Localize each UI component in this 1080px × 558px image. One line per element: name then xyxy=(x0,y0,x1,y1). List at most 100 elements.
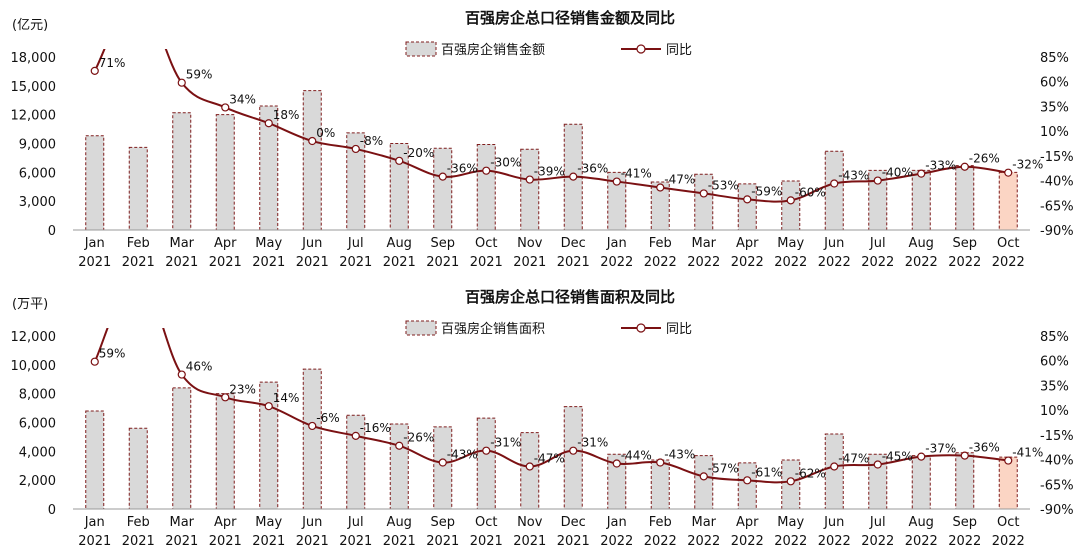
yoy-marker xyxy=(438,458,447,467)
yoy-data-label: -61% xyxy=(751,465,782,479)
x-tick-month: Apr xyxy=(214,515,237,530)
yoy-marker xyxy=(656,183,665,192)
yoy-marker xyxy=(569,446,578,455)
yoy-marker xyxy=(699,189,708,198)
yoy-data-label: 14% xyxy=(273,391,300,405)
bar xyxy=(302,368,322,510)
left-axis-tick: 12,000 xyxy=(11,109,57,124)
yoy-marker xyxy=(917,169,926,178)
yoy-data-label: 34% xyxy=(229,92,256,106)
x-tick-month: Jun xyxy=(301,515,322,530)
x-tick-year: 2022 xyxy=(992,255,1025,270)
yoy-marker xyxy=(612,177,621,186)
yoy-marker xyxy=(351,144,360,154)
yoy-data-label: -62% xyxy=(795,466,826,480)
yoy-data-label: -47% xyxy=(664,172,695,186)
x-tick-month: Nov xyxy=(517,515,543,530)
bar xyxy=(128,427,148,510)
x-tick-month: May xyxy=(777,515,804,530)
yoy-data-label: -37% xyxy=(925,442,956,456)
bar xyxy=(737,462,757,510)
left-axis-tick: 15,000 xyxy=(11,80,57,95)
right-axis-tick: 85% xyxy=(1040,51,1069,66)
x-tick-month: Dec xyxy=(561,236,586,251)
yoy-data-label: 18% xyxy=(273,108,300,122)
legend-bar-swatch xyxy=(405,320,437,336)
x-tick-year: 2021 xyxy=(122,534,155,549)
yoy-data-label: -47% xyxy=(534,451,565,465)
x-tick-month: Feb xyxy=(127,236,150,251)
x-tick-month: Feb xyxy=(649,515,672,530)
x-tick-month: Oct xyxy=(997,236,1019,251)
yoy-marker xyxy=(438,172,447,181)
x-tick-year: 2021 xyxy=(339,255,372,270)
yoy-data-label: 71% xyxy=(99,56,126,70)
yoy-marker xyxy=(830,179,839,188)
yoy-data-label: -53% xyxy=(708,178,739,192)
right-axis-tick: 35% xyxy=(1040,379,1069,394)
left-axis-tick: 10,000 xyxy=(11,359,57,374)
bar xyxy=(346,132,366,231)
bar xyxy=(824,433,844,510)
unit-label: (万平) xyxy=(12,297,48,312)
x-tick-year: 2022 xyxy=(948,255,981,270)
x-tick-month: Jan xyxy=(606,236,627,251)
yoy-data-label: -43% xyxy=(664,448,695,462)
x-tick-year: 2022 xyxy=(992,534,1025,549)
yoy-marker xyxy=(786,196,795,205)
bar xyxy=(433,426,453,510)
yoy-data-label: -57% xyxy=(708,461,739,475)
yoy-marker xyxy=(917,452,926,461)
yoy-data-label: -20% xyxy=(403,146,434,160)
yoy-marker xyxy=(482,166,491,175)
bar xyxy=(520,432,540,510)
right-axis-tick: 10% xyxy=(1040,125,1069,140)
yoy-marker xyxy=(395,156,404,165)
yoy-data-label: -16% xyxy=(360,421,391,435)
bar xyxy=(737,183,757,231)
right-axis-tick: 60% xyxy=(1040,76,1069,91)
x-tick-month: Jun xyxy=(823,515,844,530)
right-axis-tick: -15% xyxy=(1040,150,1074,165)
x-tick-year: 2022 xyxy=(644,534,677,549)
yoy-data-label: -26% xyxy=(403,431,434,445)
yoy-data-label: -43% xyxy=(447,448,478,462)
bar xyxy=(389,143,409,231)
x-tick-month: Oct xyxy=(475,236,497,251)
bar xyxy=(172,112,192,231)
yoy-marker xyxy=(612,459,621,468)
x-tick-month: Sep xyxy=(430,515,455,530)
bar xyxy=(955,452,975,510)
sales-amount-chart: 百强房企总口径销售金额及同比 (亿元) 百强房企销售金额 同比 0 3,000 6,000 9… xyxy=(11,9,1074,270)
legend-bar-label: 百强房企销售面积 xyxy=(441,321,545,337)
yoy-marker xyxy=(90,357,99,366)
x-tick-year: 2021 xyxy=(513,534,546,549)
yoy-data-label: -6% xyxy=(316,411,339,425)
x-tick-year: 2021 xyxy=(296,255,329,270)
yoy-data-label: -43% xyxy=(838,169,869,183)
x-tick-month: Dec xyxy=(561,515,586,530)
x-tick-month: Jul xyxy=(869,515,886,530)
yoy-marker xyxy=(351,431,360,440)
yoy-marker xyxy=(873,176,882,185)
x-tick-month: Nov xyxy=(517,236,543,251)
bar xyxy=(911,455,931,510)
yoy-marker xyxy=(699,472,708,481)
x-tick-month: Mar xyxy=(169,515,194,530)
left-axis-tick: 2,000 xyxy=(19,474,56,489)
x-tick-year: 2021 xyxy=(252,255,285,270)
x-tick-month: Apr xyxy=(736,236,759,251)
yoy-marker xyxy=(960,451,969,460)
bar xyxy=(650,459,670,510)
yoy-marker xyxy=(221,393,230,402)
yoy-data-label: 46% xyxy=(186,360,213,374)
yoy-marker xyxy=(1004,456,1013,465)
right-axis-tick: 35% xyxy=(1040,100,1069,115)
x-tick-year: 2021 xyxy=(339,534,372,549)
bar xyxy=(302,90,322,231)
yoy-data-label: 59% xyxy=(186,68,213,82)
left-axis-tick: 3,000 xyxy=(19,195,56,210)
yoy-marker xyxy=(656,458,665,467)
chart-title: 百强房企总口径销售金额及同比 xyxy=(465,9,675,27)
